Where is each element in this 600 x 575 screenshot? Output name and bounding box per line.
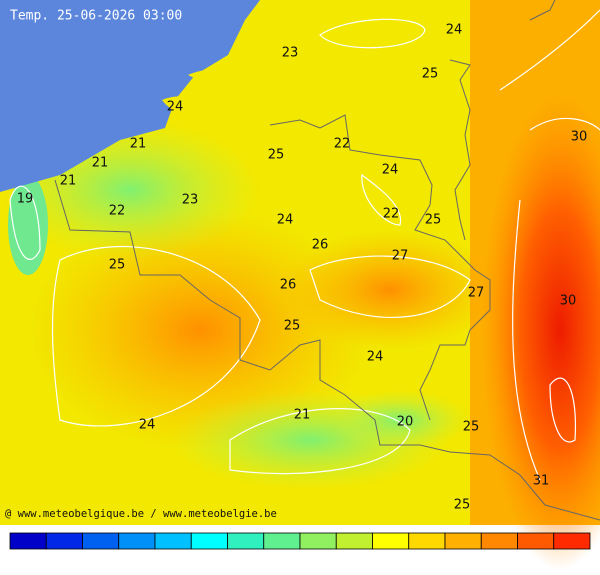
contour-label: 19 bbox=[17, 192, 34, 207]
colorbar-swatch bbox=[118, 532, 156, 550]
contour-label: 22 bbox=[109, 204, 126, 219]
contour-label: 25 bbox=[454, 498, 471, 513]
contour-label: 24 bbox=[446, 23, 463, 38]
contour-label: 25 bbox=[268, 148, 285, 163]
contour-label: 25 bbox=[463, 420, 480, 435]
contour-label: 25 bbox=[422, 67, 439, 82]
contour-label: 24 bbox=[382, 163, 399, 178]
contour-label: 21 bbox=[92, 156, 109, 171]
colorbar-swatch bbox=[190, 532, 228, 550]
colorbar-swatch bbox=[45, 532, 83, 550]
contour-label: 20 bbox=[397, 415, 414, 430]
colorbar-swatch bbox=[154, 532, 192, 550]
contour-label: 24 bbox=[167, 100, 184, 115]
colorbar-swatch bbox=[444, 532, 482, 550]
contour-label: 27 bbox=[468, 286, 485, 301]
borders bbox=[54, 0, 600, 521]
contour-label: 25 bbox=[109, 258, 126, 273]
contour-label: 24 bbox=[277, 213, 294, 228]
contour-label: 27 bbox=[392, 249, 409, 264]
contour-label: 23 bbox=[182, 193, 199, 208]
contour-label: 26 bbox=[280, 278, 297, 293]
contour-label: 24 bbox=[367, 350, 384, 365]
colorbar-swatch bbox=[335, 532, 373, 550]
colorbar-swatch bbox=[372, 532, 410, 550]
colorbar-swatch bbox=[517, 532, 555, 550]
colorbar-swatch bbox=[553, 532, 591, 550]
colorbar bbox=[9, 532, 591, 550]
contour-label: 26 bbox=[312, 238, 329, 253]
contour-label: 23 bbox=[282, 46, 299, 61]
contour-label: 22 bbox=[334, 137, 351, 152]
contour-label: 21 bbox=[130, 137, 147, 152]
contour-label: 30 bbox=[571, 130, 588, 145]
contours bbox=[9, 9, 600, 481]
title: Temp. 25-06-2026 03:00 bbox=[10, 9, 182, 24]
colorbar-swatch bbox=[299, 532, 337, 550]
contour-labels: 24 23 25 24 30 21 22 25 21 24 21 19 23 22 22 24 25 26 27 25… bbox=[17, 23, 588, 513]
contour-label: 24 bbox=[139, 418, 156, 433]
contour-label: 25 bbox=[425, 213, 442, 228]
colorbar-swatch bbox=[408, 532, 446, 550]
contour-label: 30 bbox=[560, 294, 577, 309]
colorbar-swatch bbox=[263, 532, 301, 550]
contour-label: 31 bbox=[533, 474, 550, 489]
contour-label: 21 bbox=[60, 174, 77, 189]
colorbar-swatch bbox=[9, 532, 47, 550]
contour-label: 25 bbox=[284, 319, 301, 334]
footer: @ www.meteobelgique.be / www.meteobelgie… bbox=[5, 508, 277, 520]
contour-label: 21 bbox=[294, 408, 311, 423]
contour-label: 22 bbox=[383, 207, 400, 222]
colorbar-swatch bbox=[227, 532, 265, 550]
colorbar-swatch bbox=[480, 532, 518, 550]
colorbar-swatch bbox=[82, 532, 120, 550]
